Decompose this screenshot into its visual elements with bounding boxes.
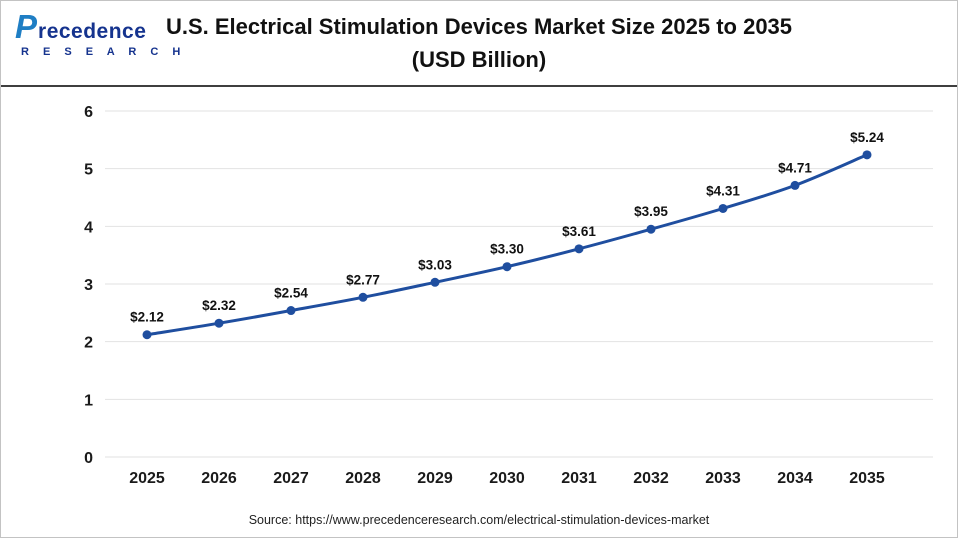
header: P recedence R E S E A R C H U.S. Electri…	[1, 1, 957, 87]
svg-text:2032: 2032	[633, 470, 669, 487]
svg-text:$2.77: $2.77	[346, 272, 380, 287]
logo-wordmark: P recedence	[15, 8, 186, 45]
svg-text:2034: 2034	[777, 470, 813, 487]
svg-text:$2.32: $2.32	[202, 298, 236, 313]
svg-text:2030: 2030	[489, 470, 525, 487]
svg-text:3: 3	[84, 277, 93, 294]
svg-text:2027: 2027	[273, 470, 309, 487]
logo-p-icon: P	[15, 8, 38, 45]
svg-text:2026: 2026	[201, 470, 237, 487]
svg-text:1: 1	[84, 392, 93, 409]
svg-text:4: 4	[84, 219, 93, 236]
svg-text:$3.30: $3.30	[490, 242, 524, 257]
chart-area: 0 1 2 3 4 5 6 2025 2026 2027 2028 2029 2030 2031 2032 2…	[1, 87, 957, 511]
precedence-logo: P recedence R E S E A R C H	[15, 8, 186, 58]
chart-title: U.S. Electrical Stimulation Devices Mark…	[166, 10, 792, 76]
svg-text:6: 6	[84, 104, 93, 121]
svg-text:5: 5	[84, 162, 93, 179]
svg-text:$3.03: $3.03	[418, 257, 452, 272]
svg-text:$2.54: $2.54	[274, 286, 308, 301]
svg-text:2028: 2028	[345, 470, 381, 487]
svg-text:2029: 2029	[417, 470, 453, 487]
svg-text:0: 0	[84, 450, 93, 467]
svg-text:2033: 2033	[705, 470, 741, 487]
svg-text:$5.24: $5.24	[850, 130, 884, 145]
svg-text:$2.12: $2.12	[130, 310, 164, 325]
svg-text:$4.71: $4.71	[778, 160, 812, 175]
logo-text: recedence	[38, 20, 147, 43]
svg-text:2031: 2031	[561, 470, 597, 487]
svg-text:2035: 2035	[849, 470, 885, 487]
svg-text:2: 2	[84, 335, 93, 352]
source-text: Source: https://www.precedenceresearch.c…	[248, 513, 710, 527]
chart-title-line2: (USD Billion)	[411, 47, 547, 72]
line-chart: 0 1 2 3 4 5 6 2025 2026 2027 2028 2029 2030 2031 2032 2…	[84, 104, 933, 487]
svg-text:$4.31: $4.31	[706, 183, 740, 198]
svg-text:2025: 2025	[129, 470, 165, 487]
svg-text:$3.95: $3.95	[634, 204, 668, 219]
svg-text:$3.61: $3.61	[562, 224, 596, 239]
logo-subtext: R E S E A R C H	[21, 46, 186, 58]
chart-title-line1: U.S. Electrical Stimulation Devices Mark…	[165, 14, 793, 39]
